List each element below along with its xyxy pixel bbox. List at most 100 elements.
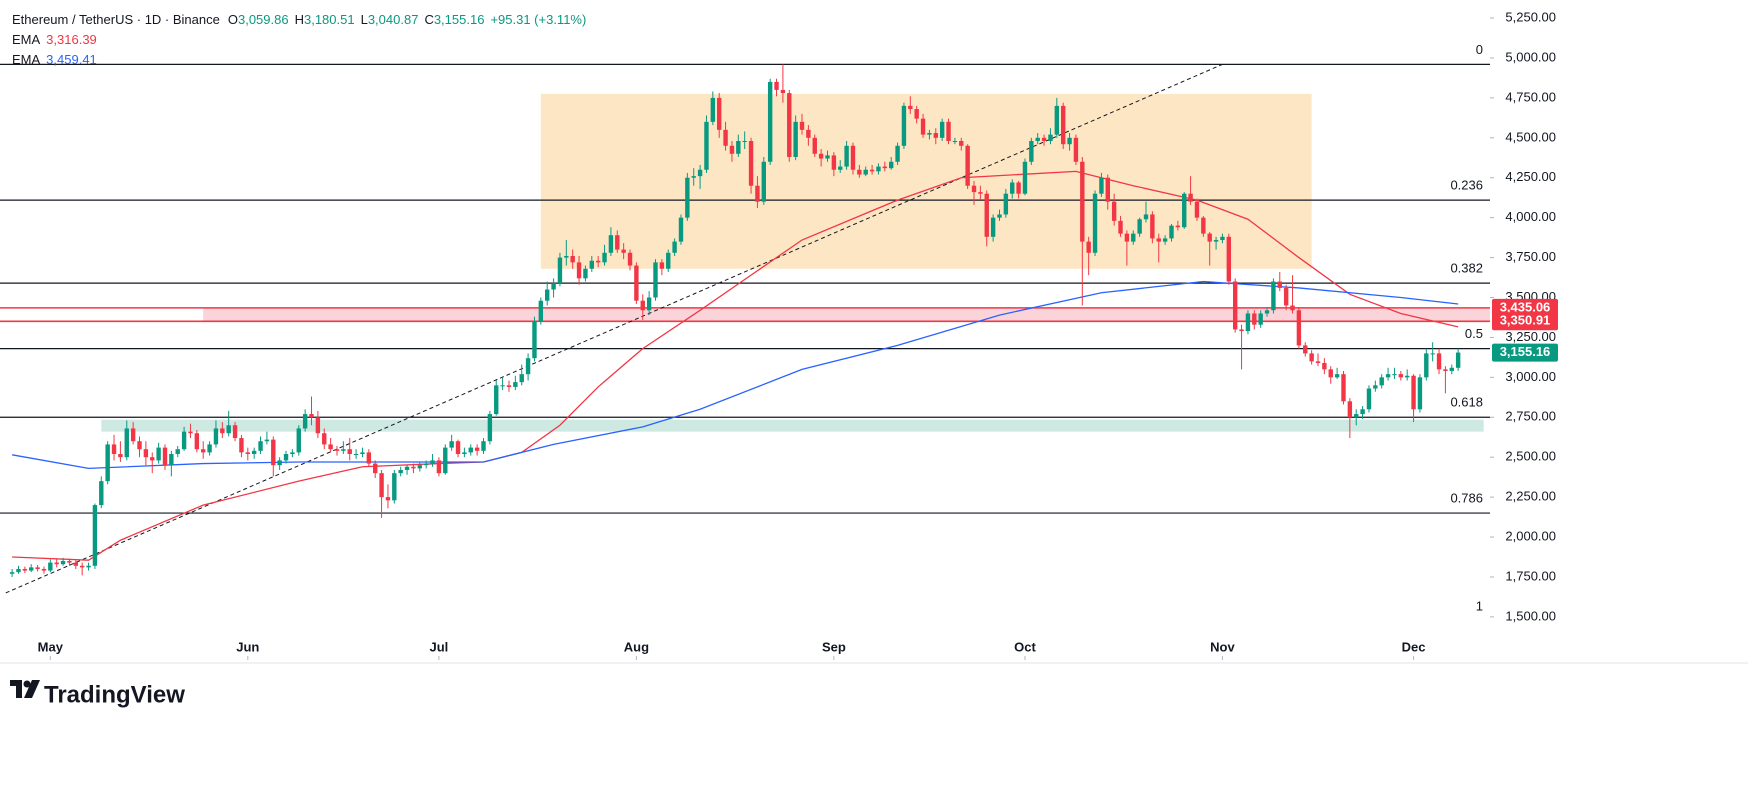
candle-body [443,447,448,474]
fib-label: 1 [1476,598,1483,613]
plot: 0 0.236 0.382 0.5 0.618 0.786 1 [0,42,1490,613]
candle-body [404,466,410,470]
candle-body [1226,236,1232,282]
candle-body [576,262,582,279]
candle-body [1411,375,1416,410]
candle-body [264,439,270,442]
candle-body [672,241,677,253]
candle-body [1169,225,1174,239]
candle-body [468,447,473,453]
candle-body [9,572,15,574]
ema-name: EMA [12,32,41,47]
candle-body [863,169,868,175]
y-tick-label: 4,250.00 [1505,169,1556,184]
candle-body [385,497,391,501]
candle-body [86,565,91,568]
candle-body [914,109,919,119]
legend-row: Ethereum / TetherUS · 1D · Binance O3,059… [12,10,588,30]
candle-body [659,262,665,269]
candle-body [595,260,601,263]
candle-body [513,382,518,387]
candle-body [621,249,626,253]
zone [203,307,1490,322]
candle-body [602,252,607,263]
candle-body [653,262,658,298]
ema-line [12,170,1459,561]
x-tick-label: Jun [236,639,259,654]
candle-body [220,428,225,434]
candle-body [258,441,263,451]
candle-body [532,321,537,359]
candle-body [322,433,327,445]
legend-row: EMA 3,459.41 [12,50,588,70]
candle-body [105,444,110,482]
candle-body [1354,414,1359,418]
candle-body [1277,281,1282,288]
candle-body [462,452,467,454]
candle-body [150,457,155,461]
ohlc-value: 3,180.51 [303,12,355,27]
candle-body [640,300,645,311]
fib-label: 0.786 [1450,491,1483,506]
candle-body [201,449,206,453]
candle-body [1073,137,1079,162]
candle-body [908,105,913,110]
candle-body [1334,374,1340,378]
y-tick-label: 1,750.00 [1505,568,1556,583]
candle-body [1341,374,1346,402]
candle-body [455,441,461,454]
candle-body [1016,182,1021,194]
x-tick-label: Dec [1402,639,1426,654]
candle-body [1080,161,1085,242]
candle-body [1328,369,1333,378]
candle-body [780,89,786,94]
candle-body [481,441,486,451]
candle-body [341,449,346,451]
candle-body [156,447,161,461]
candle-body [997,214,1002,218]
candle-body [1194,201,1200,218]
legend: Ethereum / TetherUS · 1D · Binance O3,059… [12,10,588,70]
candle-body [487,414,493,442]
zone [101,419,1484,432]
candle-body [589,260,594,269]
candle-body [334,449,340,451]
ohlc-key: H [294,12,304,27]
ohlc-value: 3,155.16 [433,12,485,27]
y-tick-label: 2,250.00 [1505,489,1556,504]
candle-body [1239,329,1244,332]
candle-body [519,374,524,383]
y-tick-label: 2,750.00 [1505,409,1556,424]
candle-body [226,425,231,434]
candle-body [1137,219,1142,234]
x-tick-label: Oct [1014,639,1036,654]
candle-body [175,449,180,454]
candle-body [1188,193,1193,202]
candle-body [952,141,958,143]
candle-body [1010,182,1015,194]
fib-label: 0 [1476,42,1483,57]
candle-body [545,289,550,301]
candle-body [1118,220,1123,234]
candle-body [1424,353,1429,378]
candle-body [271,439,276,466]
x-tick-label: Nov [1210,639,1235,654]
candle-body [691,176,696,178]
candle-body [207,444,212,453]
candle-body [111,444,117,454]
candle-body [379,473,384,498]
candle-body [1436,353,1442,370]
candle-body [583,268,588,279]
candle-body [933,133,938,138]
candle-body [1131,233,1136,242]
brand-logo [10,680,40,698]
y-tick-label: 4,000.00 [1505,209,1556,224]
candle-body [1060,105,1066,145]
candle-body [799,121,805,130]
candle-body [1283,287,1289,306]
candle-body [302,414,308,429]
candle-body [1455,352,1461,368]
candle-body [162,447,168,466]
candle-body [748,141,754,186]
